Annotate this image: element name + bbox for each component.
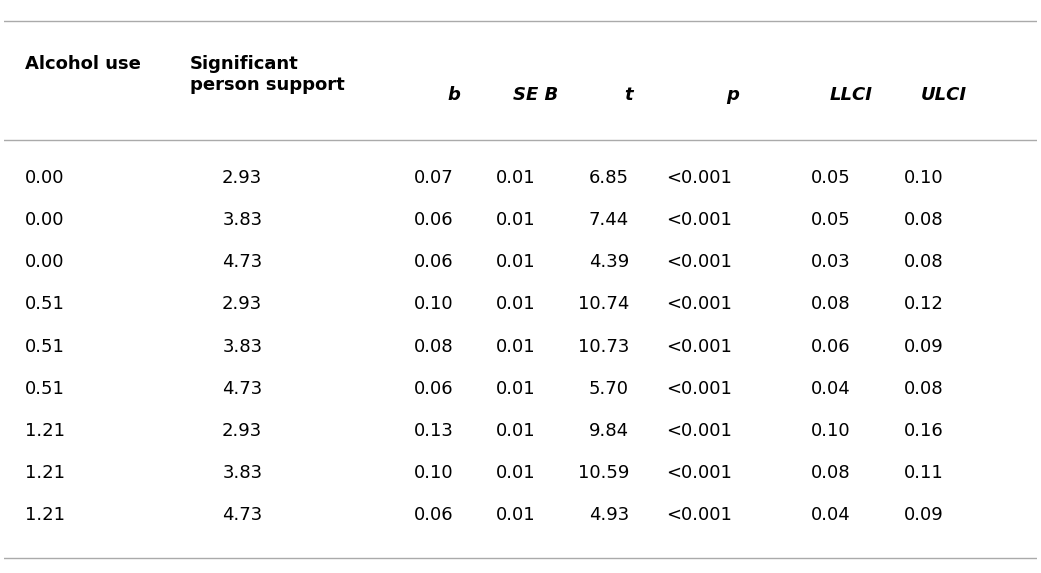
Text: 4.93: 4.93 (588, 507, 629, 524)
Text: 3.83: 3.83 (222, 464, 262, 482)
Text: <0.001: <0.001 (666, 253, 732, 271)
Text: 0.00: 0.00 (25, 168, 65, 187)
Text: 0.03: 0.03 (811, 253, 850, 271)
Text: b: b (447, 85, 460, 104)
Text: <0.001: <0.001 (666, 507, 732, 524)
Text: 0.08: 0.08 (811, 295, 850, 313)
Text: 5.70: 5.70 (589, 380, 629, 398)
Text: 2.93: 2.93 (222, 168, 262, 187)
Text: 0.09: 0.09 (905, 507, 944, 524)
Text: 4.39: 4.39 (588, 253, 629, 271)
Text: 0.04: 0.04 (811, 507, 850, 524)
Text: 0.01: 0.01 (497, 507, 536, 524)
Text: 10.73: 10.73 (578, 337, 629, 355)
Text: 2.93: 2.93 (222, 422, 262, 440)
Text: 10.59: 10.59 (578, 464, 629, 482)
Text: 0.08: 0.08 (811, 464, 850, 482)
Text: 0.08: 0.08 (413, 337, 454, 355)
Text: 0.13: 0.13 (413, 422, 454, 440)
Text: 0.07: 0.07 (413, 168, 454, 187)
Text: 0.12: 0.12 (904, 295, 944, 313)
Text: 4.73: 4.73 (222, 507, 262, 524)
Text: 3.83: 3.83 (222, 337, 262, 355)
Text: 0.11: 0.11 (905, 464, 944, 482)
Text: <0.001: <0.001 (666, 422, 732, 440)
Text: 7.44: 7.44 (588, 211, 629, 229)
Text: 0.00: 0.00 (25, 253, 65, 271)
Text: 0.06: 0.06 (413, 380, 454, 398)
Text: 0.05: 0.05 (811, 168, 850, 187)
Text: LLCI: LLCI (830, 85, 872, 104)
Text: 0.01: 0.01 (497, 295, 536, 313)
Text: 0.06: 0.06 (413, 507, 454, 524)
Text: 0.06: 0.06 (413, 211, 454, 229)
Text: Alcohol use: Alcohol use (25, 55, 141, 73)
Text: 4.73: 4.73 (222, 253, 262, 271)
Text: ULCI: ULCI (921, 85, 967, 104)
Text: 0.08: 0.08 (905, 253, 944, 271)
Text: 6.85: 6.85 (589, 168, 629, 187)
Text: p: p (726, 85, 739, 104)
Text: 4.73: 4.73 (222, 380, 262, 398)
Text: 0.51: 0.51 (25, 337, 65, 355)
Text: 0.10: 0.10 (811, 422, 850, 440)
Text: 9.84: 9.84 (589, 422, 629, 440)
Text: 0.51: 0.51 (25, 380, 65, 398)
Text: 3.83: 3.83 (222, 211, 262, 229)
Text: 0.05: 0.05 (811, 211, 850, 229)
Text: 0.01: 0.01 (497, 380, 536, 398)
Text: 0.10: 0.10 (413, 464, 454, 482)
Text: 0.10: 0.10 (413, 295, 454, 313)
Text: 0.01: 0.01 (497, 422, 536, 440)
Text: 0.09: 0.09 (905, 337, 944, 355)
Text: 0.00: 0.00 (25, 211, 65, 229)
Text: <0.001: <0.001 (666, 295, 732, 313)
Text: 1.21: 1.21 (25, 464, 65, 482)
Text: 10.74: 10.74 (578, 295, 629, 313)
Text: 0.06: 0.06 (811, 337, 850, 355)
Text: 0.01: 0.01 (497, 464, 536, 482)
Text: 0.08: 0.08 (905, 380, 944, 398)
Text: 0.51: 0.51 (25, 295, 65, 313)
Text: 0.01: 0.01 (497, 337, 536, 355)
Text: 1.21: 1.21 (25, 422, 65, 440)
Text: 1.21: 1.21 (25, 507, 65, 524)
Text: <0.001: <0.001 (666, 211, 732, 229)
Text: t: t (625, 85, 633, 104)
Text: 0.10: 0.10 (905, 168, 944, 187)
Text: 2.93: 2.93 (222, 295, 262, 313)
Text: <0.001: <0.001 (666, 380, 732, 398)
Text: SE B: SE B (513, 85, 559, 104)
Text: 0.01: 0.01 (497, 168, 536, 187)
Text: 0.06: 0.06 (413, 253, 454, 271)
Text: 0.01: 0.01 (497, 253, 536, 271)
Text: <0.001: <0.001 (666, 464, 732, 482)
Text: 0.16: 0.16 (905, 422, 944, 440)
Text: 0.01: 0.01 (497, 211, 536, 229)
Text: 0.04: 0.04 (811, 380, 850, 398)
Text: Significant
person support: Significant person support (191, 55, 345, 94)
Text: <0.001: <0.001 (666, 337, 732, 355)
Text: <0.001: <0.001 (666, 168, 732, 187)
Text: 0.08: 0.08 (905, 211, 944, 229)
